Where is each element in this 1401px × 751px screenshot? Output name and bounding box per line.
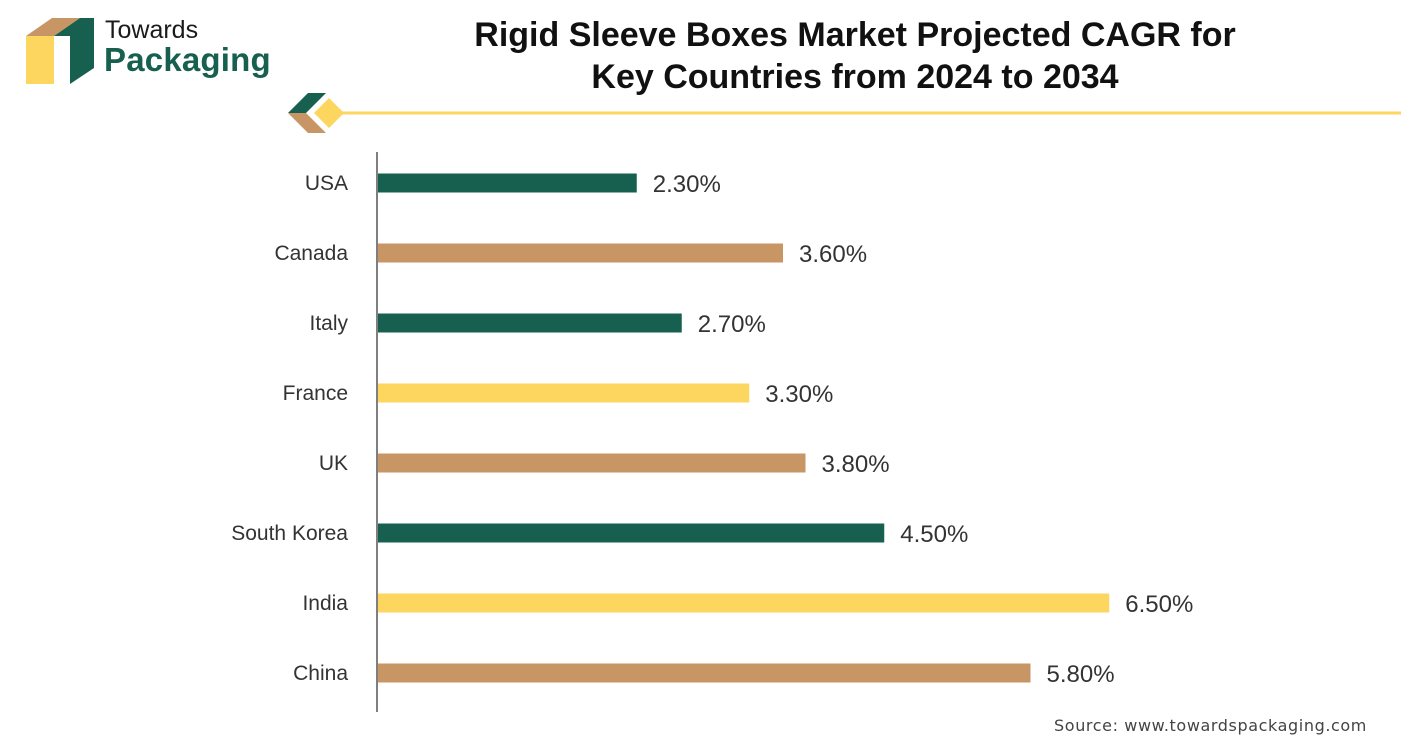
value-label: 5.80% bbox=[1047, 661, 1115, 688]
category-label: Canada bbox=[274, 242, 348, 265]
value-label: 3.60% bbox=[799, 241, 867, 268]
divider-green-diamond-icon bbox=[288, 93, 326, 113]
value-label: 2.30% bbox=[653, 171, 721, 198]
logo-text-packaging: Packaging bbox=[104, 41, 271, 78]
value-label: 4.50% bbox=[900, 521, 968, 548]
chart-title: Rigid Sleeve Boxes Market Projected CAGR… bbox=[400, 14, 1310, 98]
bar-south-korea bbox=[378, 523, 885, 543]
divider-yellow-diamond-icon bbox=[314, 98, 344, 128]
value-label: 3.30% bbox=[765, 381, 833, 408]
box-logo-icon bbox=[26, 18, 94, 84]
category-label: Italy bbox=[309, 312, 348, 335]
brand-logo: Towards Packaging bbox=[24, 16, 284, 88]
value-label: 6.50% bbox=[1125, 591, 1193, 618]
bar-india bbox=[378, 593, 1110, 613]
category-label: China bbox=[293, 662, 348, 685]
category-label: France bbox=[283, 382, 348, 405]
value-label: 3.80% bbox=[822, 451, 890, 478]
bar-china bbox=[378, 663, 1031, 683]
category-label: UK bbox=[319, 452, 348, 475]
category-label: USA bbox=[305, 172, 348, 195]
category-label: India bbox=[302, 592, 348, 615]
chart-title-line-2: Key Countries from 2024 to 2034 bbox=[591, 58, 1119, 96]
source-note: Source: www.towardspackaging.com bbox=[1054, 716, 1367, 735]
bar-chart: USA 2.30% Canada 3.60% Italy 2.70% France 3.30%… bbox=[231, 152, 1193, 712]
bar-france bbox=[378, 383, 750, 403]
bar-italy bbox=[378, 313, 682, 333]
divider-tan-diamond-icon bbox=[288, 113, 326, 133]
bar-canada bbox=[378, 243, 783, 263]
value-label: 2.70% bbox=[698, 311, 766, 338]
chart-title-line-1: Rigid Sleeve Boxes Market Projected CAGR… bbox=[474, 16, 1236, 54]
bar-usa bbox=[378, 173, 637, 193]
category-label: South Korea bbox=[231, 522, 348, 545]
logo-text-towards: Towards bbox=[105, 16, 199, 44]
title-divider bbox=[288, 93, 1401, 133]
bar-uk bbox=[378, 453, 806, 473]
